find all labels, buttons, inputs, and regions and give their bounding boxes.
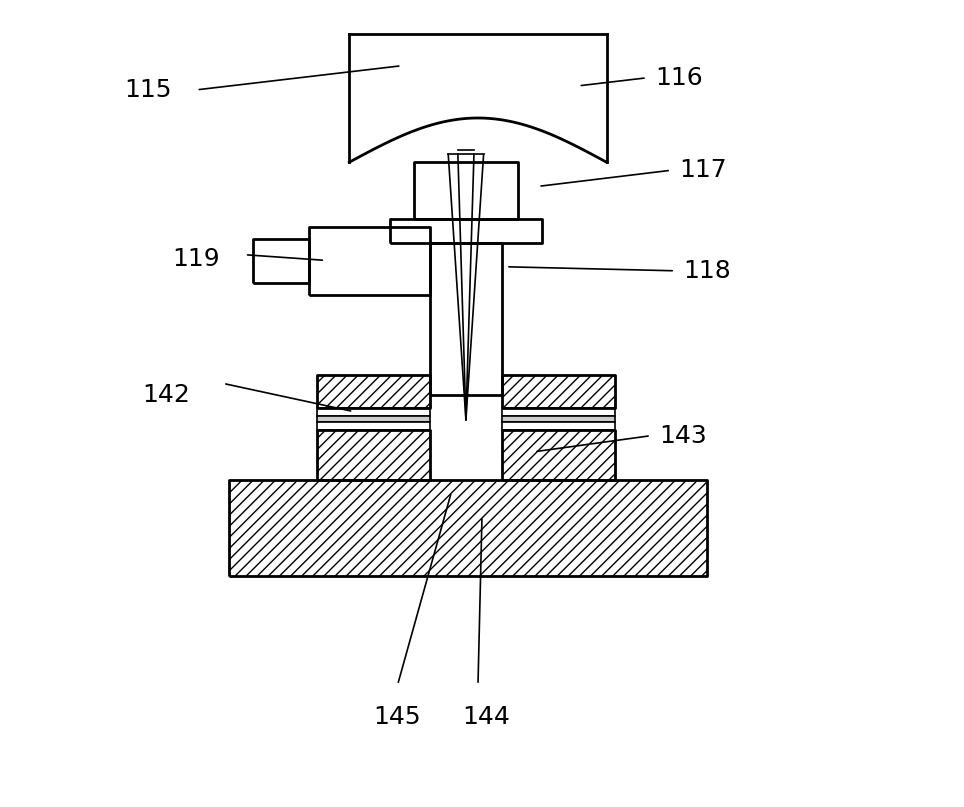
- Text: 143: 143: [659, 424, 707, 448]
- Bar: [317, 375, 430, 408]
- Text: 142: 142: [143, 383, 191, 408]
- Bar: [317, 416, 430, 422]
- Bar: [317, 430, 430, 480]
- Bar: [317, 422, 430, 430]
- Bar: [317, 408, 430, 416]
- Bar: [502, 375, 615, 408]
- Bar: [502, 408, 615, 416]
- Text: 116: 116: [655, 66, 703, 90]
- Bar: [502, 430, 615, 480]
- Bar: [502, 416, 615, 422]
- Bar: [502, 422, 615, 430]
- Bar: [228, 480, 708, 576]
- Text: 118: 118: [683, 259, 731, 282]
- Text: 115: 115: [124, 77, 172, 102]
- Text: 117: 117: [679, 158, 727, 182]
- Text: 119: 119: [173, 247, 220, 270]
- Text: 144: 144: [462, 705, 510, 730]
- Text: 145: 145: [373, 705, 421, 730]
